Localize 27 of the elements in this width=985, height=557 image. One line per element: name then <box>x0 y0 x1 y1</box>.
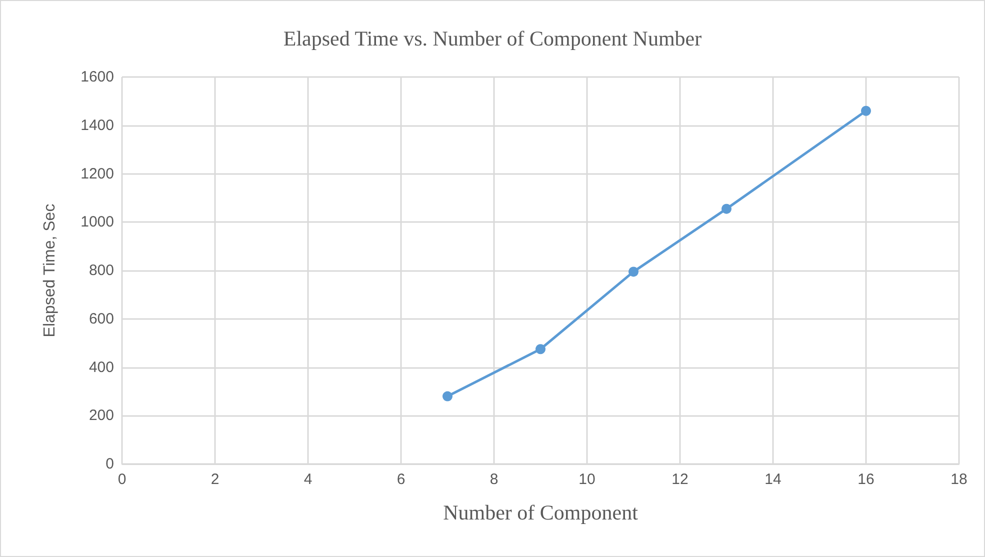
x-axis-title: Number of Component <box>443 500 638 524</box>
y-tick-label: 1400 <box>80 116 114 134</box>
x-tick-label: 14 <box>764 471 782 488</box>
y-tick-label: 200 <box>88 407 114 424</box>
y-tick-label: 1600 <box>80 68 114 86</box>
y-tick-label: 800 <box>88 262 114 279</box>
x-tick-label: 8 <box>490 471 498 488</box>
x-tick-label: 12 <box>672 471 688 488</box>
point <box>536 344 546 354</box>
y-tick-label: 600 <box>88 310 114 328</box>
x-tick-label: 4 <box>304 471 312 488</box>
chart-title: Elapsed Time vs. Number of Component Number <box>283 26 702 50</box>
x-tick-label: 2 <box>210 471 220 488</box>
x-tick-label: 6 <box>396 471 406 488</box>
x-tick-label: 0 <box>118 471 126 488</box>
y-tick-label: 0 <box>106 456 114 472</box>
point <box>861 106 871 116</box>
point <box>442 391 452 402</box>
y-tick-label: 1200 <box>80 165 114 182</box>
x-tick-label: 16 <box>858 471 874 488</box>
x-tick-label: 10 <box>578 471 596 488</box>
x-tick-label: 18 <box>950 471 968 488</box>
y-tick-label: 400 <box>88 358 114 376</box>
y-tick-label: 1000 <box>80 214 114 231</box>
point <box>628 266 638 277</box>
y-axis-title: Elapsed Time, Sec <box>42 204 58 338</box>
point <box>722 204 732 214</box>
